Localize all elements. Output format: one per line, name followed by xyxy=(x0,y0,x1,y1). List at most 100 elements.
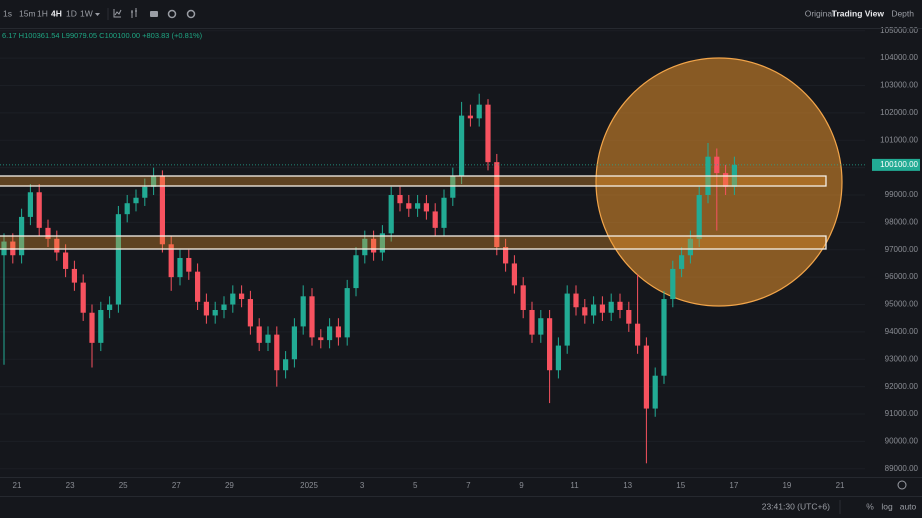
candle-body xyxy=(511,263,517,286)
axes: 89000.00 90000.00 91000.00 92000.00 93000.00… xyxy=(0,26,922,490)
candles xyxy=(1,93,737,464)
candle-body xyxy=(643,345,649,409)
scale-option[interactable]: % xyxy=(866,501,874,511)
candle-body xyxy=(432,211,438,228)
scale-option[interactable]: auto xyxy=(900,501,917,511)
zone-drawing[interactable] xyxy=(0,235,827,250)
icon-settings[interactable] xyxy=(167,9,177,19)
candle-body xyxy=(203,301,209,316)
candle-body xyxy=(476,104,482,119)
candle-body xyxy=(309,296,315,338)
candle-body xyxy=(300,296,306,327)
candle-body xyxy=(679,255,685,269)
interval-button[interactable]: 1H xyxy=(37,8,48,18)
candle-body xyxy=(115,214,121,305)
candle-body xyxy=(63,252,69,269)
y-tick-label: 95000.00 xyxy=(885,300,919,309)
candle-body xyxy=(397,195,403,204)
candle-body xyxy=(714,156,720,174)
candle-body xyxy=(71,268,77,283)
clock: 23:41:30 (UTC+6) xyxy=(762,501,830,511)
circle-drawing[interactable] xyxy=(595,57,843,307)
x-tick-label: 21 xyxy=(836,481,845,490)
x-tick-label: 23 xyxy=(66,481,75,490)
x-tick-label: 2025 xyxy=(300,481,318,490)
candle-body xyxy=(186,257,192,272)
candle-body xyxy=(221,304,227,310)
candle-body xyxy=(318,337,324,341)
candle-body xyxy=(239,293,245,300)
icon-settings[interactable] xyxy=(897,480,907,490)
candle-body xyxy=(459,115,465,176)
zone-drawing[interactable] xyxy=(0,175,827,187)
x-tick-label: 9 xyxy=(519,481,524,490)
candle-body xyxy=(538,318,544,335)
scale-option[interactable]: log xyxy=(881,501,893,511)
candle-body xyxy=(327,326,333,341)
candle-body xyxy=(388,195,394,234)
candle-body xyxy=(177,257,183,278)
candle-body xyxy=(599,304,605,313)
y-tick-label: 94000.00 xyxy=(885,327,919,336)
candle-body xyxy=(80,282,86,313)
y-tick-label: 101000.00 xyxy=(880,135,918,144)
candle-body xyxy=(670,268,676,300)
interval-button[interactable]: 1W xyxy=(80,8,93,18)
x-tick-label: 25 xyxy=(119,481,128,490)
candle-body xyxy=(142,186,148,198)
candle-body xyxy=(450,175,456,198)
view-tab[interactable]: Original xyxy=(805,8,834,18)
y-tick-label: 104000.00 xyxy=(880,53,918,62)
candle-body xyxy=(415,203,421,209)
icon-dropdown[interactable] xyxy=(95,13,100,16)
candle-body xyxy=(151,175,157,187)
candle-body xyxy=(168,244,174,278)
x-tick-label: 21 xyxy=(13,481,22,490)
icon-camera[interactable] xyxy=(150,11,158,17)
candle-body xyxy=(406,203,412,209)
candle-body xyxy=(265,334,271,343)
interval-button[interactable]: 1D xyxy=(66,8,77,18)
x-tick-label: 27 xyxy=(172,481,181,490)
view-tab[interactable]: Trading View xyxy=(832,8,885,18)
candle-body xyxy=(353,255,359,289)
candle-body xyxy=(379,233,385,253)
candle-body xyxy=(661,299,667,376)
icon-indicator[interactable] xyxy=(113,9,122,18)
candle-body xyxy=(344,288,350,338)
interval-button[interactable]: 1s xyxy=(3,8,12,18)
candle-body xyxy=(687,238,693,256)
view-tab[interactable]: Depth xyxy=(891,8,914,18)
y-tick-label: 98000.00 xyxy=(885,217,919,226)
candle-body xyxy=(36,192,42,228)
icon-gear[interactable] xyxy=(186,9,196,19)
icon-chart-type[interactable] xyxy=(131,8,137,18)
candle-body xyxy=(485,104,491,163)
candle-body xyxy=(723,173,729,187)
x-tick-label: 3 xyxy=(360,481,365,490)
candle-body xyxy=(626,309,632,324)
x-tick-label: 11 xyxy=(570,481,579,490)
y-tick-label: 91000.00 xyxy=(885,409,919,418)
candle-body xyxy=(371,238,377,253)
candle-body xyxy=(230,293,236,305)
candle-body xyxy=(212,309,218,316)
candle-body xyxy=(54,238,60,253)
x-tick-label: 19 xyxy=(782,481,791,490)
candle-body xyxy=(283,359,289,371)
y-tick-label: 89000.00 xyxy=(885,464,919,473)
interval-button[interactable]: 4H xyxy=(51,8,62,18)
candle-body xyxy=(124,203,130,215)
candle-body xyxy=(133,197,139,204)
y-tick-label: 99000.00 xyxy=(885,190,919,199)
candle-body xyxy=(335,326,341,338)
candle-body xyxy=(608,301,614,313)
candle-body xyxy=(582,307,588,316)
candle-body xyxy=(441,197,447,228)
ohlc-legend: 6.17 H100361.54 L99079.05 C100100.00 +80… xyxy=(2,31,203,40)
interval-button[interactable]: 15m xyxy=(19,8,36,18)
y-tick-label: 105000.00 xyxy=(880,26,918,35)
